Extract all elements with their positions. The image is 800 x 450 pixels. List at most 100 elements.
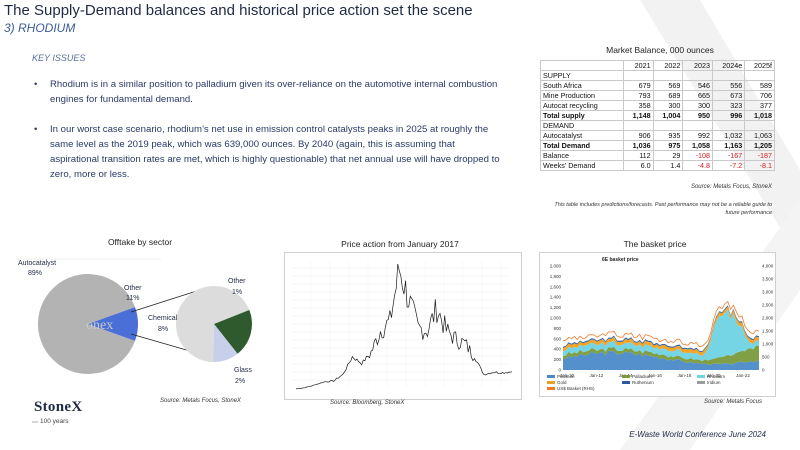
row-label: Autocat recycling	[540, 100, 624, 111]
row-label: Weeks' Demand	[540, 160, 624, 171]
pie-slice-other	[88, 307, 138, 341]
right-axis-tick: 0	[762, 368, 765, 373]
table-cell: 665	[682, 90, 714, 101]
price-source: Source: Bloomberg, StoneX	[330, 400, 405, 406]
logo-rule	[32, 421, 38, 423]
row-label: Autocatalyst	[540, 130, 624, 141]
right-axis-tick: 500	[762, 355, 770, 360]
logo-tagline: 100 years	[40, 418, 69, 425]
table-cell	[652, 70, 684, 81]
legend-label: Rhodium	[707, 374, 725, 379]
table-header-cell: 2025f	[744, 60, 775, 71]
bullet-text: In our worst case scenario, rhodium’s ne…	[50, 124, 500, 180]
table-cell: 793	[623, 90, 654, 101]
bullet-item: • In our worst case scenario, rhodium’s …	[34, 122, 504, 182]
offtake-chart-title: Offtake by sector	[107, 237, 173, 247]
x-axis-tick: Jan-18	[677, 373, 691, 378]
bullet-text: Rhodium is in a similar position to pall…	[50, 79, 498, 105]
basket-area-chart: 6E basket price 0 200 400 600 800 1,000 1,200 1…	[539, 252, 776, 397]
left-axis-tick: 400	[553, 347, 561, 352]
legend-swatch	[547, 375, 555, 378]
table-cell: 323	[712, 100, 746, 111]
price-series-line	[295, 263, 513, 390]
right-axis-tick: 2,500	[762, 303, 774, 308]
table-row: DEMAND	[540, 120, 775, 131]
table-cell: 1,018	[744, 110, 775, 121]
table-cell	[712, 70, 746, 81]
basket-legend: Platinum Palladium Rhodium Gold Ruthenium Iri…	[547, 374, 725, 391]
bullet-dot: •	[34, 124, 38, 135]
left-axis-tick: 0	[558, 368, 561, 373]
bullet-dot: •	[34, 79, 38, 90]
table-cell: 1,163	[712, 140, 746, 151]
table-cell: 1,004	[652, 110, 684, 121]
table-row: SUPPLY	[540, 70, 775, 81]
page-title: The Supply-Demand balances and historica…	[4, 2, 473, 19]
table-cell	[712, 120, 746, 131]
legend-label: Iridium	[707, 380, 721, 385]
label-chemical: Chemical	[148, 315, 178, 322]
table-cell: 935	[652, 130, 684, 141]
table-cell: -8.1	[744, 160, 775, 171]
left-axis-tick: 1,600	[550, 284, 562, 289]
table-cell: -187	[744, 150, 775, 161]
value-autocatalyst: 89%	[28, 270, 42, 277]
legend-swatch	[697, 381, 705, 384]
row-label: Total Demand	[540, 140, 624, 151]
x-axis-tick: Jan-12	[589, 373, 603, 378]
table-header-cell: 2024e	[712, 60, 746, 71]
legend-swatch	[697, 375, 705, 378]
breakout-slice-glass	[213, 324, 238, 363]
market-balance-table: 2021 2022 2023 2024e 2025f SUPPLY South A…	[540, 60, 775, 171]
table-cell	[623, 70, 654, 81]
table-row: Autocat recycling 358 300 300 323 377	[540, 100, 775, 111]
breakout-slice-chemical	[214, 310, 252, 354]
table-cell: 377	[744, 100, 775, 111]
left-axis-tick: 1,400	[550, 295, 562, 300]
breakout-slice-other	[175, 286, 250, 362]
table-source: Source: Metals Focus, StoneX	[690, 184, 772, 190]
left-axis-tick: 1,800	[550, 274, 562, 279]
section-subtitle: 3) RHODIUM	[4, 21, 76, 35]
table-cell	[682, 120, 714, 131]
right-axis-tick: 1,000	[762, 342, 774, 347]
table-cell: 706	[744, 90, 775, 101]
area-layer	[563, 309, 759, 362]
table-cell: 679	[623, 80, 654, 91]
left-axis-tick: 1,000	[550, 316, 562, 321]
basket-inner-title: 6E basket price	[602, 257, 639, 263]
legend-label: Gold	[557, 380, 567, 385]
table-header-cell: 2021	[623, 60, 654, 71]
table-cell: -4.8	[682, 160, 714, 171]
table-cell: 975	[652, 140, 684, 151]
table-row: Autocatalyst 906 935 992 1,032 1,063	[540, 130, 775, 141]
right-axis-tick: 3,500	[762, 277, 774, 282]
table-cell: 1,058	[682, 140, 714, 151]
left-axis-tick: 600	[553, 336, 561, 341]
table-cell: 569	[652, 80, 684, 91]
left-axis-tick: 2,000	[550, 264, 562, 269]
basket-chart-title: The basket price	[623, 239, 687, 249]
table-row: Weeks' Demand 6.0 1.4 -4.8 -7.2 -8.1	[540, 160, 775, 171]
table-disclaimer: This table includes predictions/forecast…	[554, 202, 772, 216]
table-cell: 300	[652, 100, 684, 111]
x-axis-tick: Jan-10	[560, 373, 574, 378]
row-label: DEMAND	[540, 120, 624, 131]
basket-stacked-areas	[562, 300, 760, 370]
legend-label: Ruthenium	[632, 380, 654, 385]
area-layer	[563, 306, 759, 356]
label-autocatalyst: Autocatalyst	[18, 260, 56, 267]
row-label: Mine Production	[540, 90, 624, 101]
value-other: 11%	[126, 295, 140, 302]
legend-swatch	[547, 387, 555, 390]
table-cell: 1,205	[744, 140, 775, 151]
row-label: Balance	[540, 150, 624, 161]
legend-swatch	[622, 375, 630, 378]
table-cell: 6.0	[623, 160, 654, 171]
right-axis-tick: 4,000	[762, 264, 774, 269]
table-cell: 950	[682, 110, 714, 121]
right-axis-tick: 1,500	[762, 329, 774, 334]
row-label: South Africa	[540, 80, 624, 91]
table-cell: 546	[682, 80, 714, 91]
legend-label: Platinum	[557, 374, 575, 379]
